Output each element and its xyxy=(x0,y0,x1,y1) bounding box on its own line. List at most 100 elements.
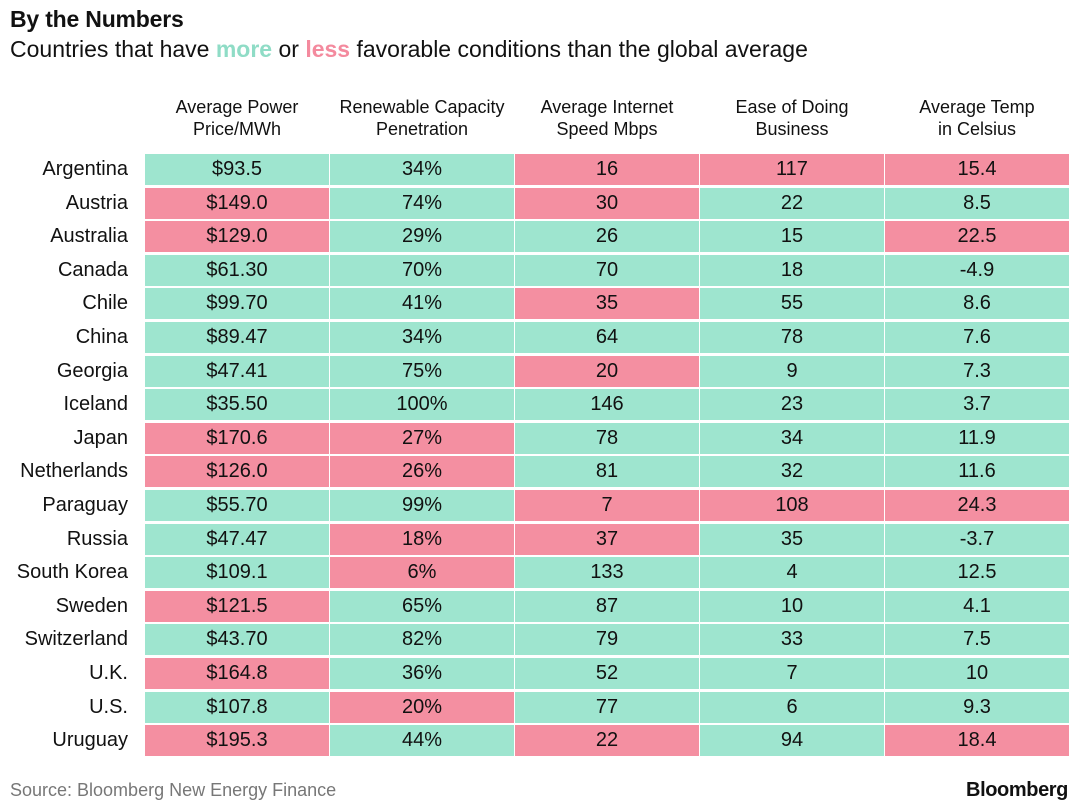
column-header: Ease of Doing Business xyxy=(700,96,884,142)
table-cell: 87 xyxy=(515,591,699,622)
table-cell: $195.3 xyxy=(145,725,329,756)
table-cell: 70% xyxy=(330,255,514,286)
row-label: South Korea xyxy=(16,561,128,583)
table-cell: $121.5 xyxy=(145,591,329,622)
row-label: U.K. xyxy=(89,662,128,684)
row-label: China xyxy=(75,326,128,348)
table-cell: 75% xyxy=(330,356,514,387)
table-cell: 26% xyxy=(330,456,514,487)
table-cell: 94 xyxy=(700,725,884,756)
table-cell: $93.5 xyxy=(145,154,329,185)
column-header-line: Average Temp xyxy=(919,97,1035,117)
row-label: U.S. xyxy=(89,696,128,718)
row-label: Switzerland xyxy=(24,628,128,650)
table-cell: 82% xyxy=(330,624,514,655)
table-cell: $164.8 xyxy=(145,658,329,689)
subtitle-less-keyword: less xyxy=(305,36,351,62)
row-label: Russia xyxy=(66,528,128,550)
column-header: Average Temp in Celsius xyxy=(885,96,1069,142)
row-label: Paraguay xyxy=(42,494,128,516)
table-cell: 52 xyxy=(515,658,699,689)
table-cell: 7 xyxy=(700,658,884,689)
row-label: Chile xyxy=(82,292,128,314)
table-cell: 99% xyxy=(330,490,514,521)
column-header: Average Power Price/MWh xyxy=(145,96,329,142)
table-cell: 37 xyxy=(515,524,699,555)
table-cell: 20 xyxy=(515,356,699,387)
table-cell: 11.9 xyxy=(885,423,1069,454)
row-label: Argentina xyxy=(42,158,128,180)
table-cell: 8.6 xyxy=(885,288,1069,319)
table-cell: 29% xyxy=(330,221,514,252)
table-cell: 44% xyxy=(330,725,514,756)
subtitle-prefix: Countries that have xyxy=(10,36,216,62)
table-cell: 36% xyxy=(330,658,514,689)
table-cell: 11.6 xyxy=(885,456,1069,487)
table-cell: 24.3 xyxy=(885,490,1069,521)
bloomberg-logo: Bloomberg xyxy=(966,779,1068,801)
table-cell: 23 xyxy=(700,389,884,420)
table-cell: 20% xyxy=(330,692,514,723)
table-cell: 6% xyxy=(330,557,514,588)
table-cell: 22 xyxy=(515,725,699,756)
table-cell: $55.70 xyxy=(145,490,329,521)
table-cell: 18.4 xyxy=(885,725,1069,756)
table-cell: 78 xyxy=(515,423,699,454)
table-cell: 108 xyxy=(700,490,884,521)
table-cell: 8.5 xyxy=(885,188,1069,219)
table-cell: 22 xyxy=(700,188,884,219)
table-cell: 32 xyxy=(700,456,884,487)
table-cell: 15.4 xyxy=(885,154,1069,185)
table-cell: $126.0 xyxy=(145,456,329,487)
row-label: Georgia xyxy=(56,360,128,382)
table-cell: $47.47 xyxy=(145,524,329,555)
row-label: Australia xyxy=(50,225,128,247)
table-cell: -4.9 xyxy=(885,255,1069,286)
table-cell: 34% xyxy=(330,322,514,353)
table-cell: 7.6 xyxy=(885,322,1069,353)
column-header-line: Renewable Capacity xyxy=(339,97,505,117)
row-label: Iceland xyxy=(63,393,129,415)
table-cell: -3.7 xyxy=(885,524,1069,555)
row-label: Canada xyxy=(57,259,128,281)
chart-subtitle: Countries that have more or less favorab… xyxy=(10,36,808,63)
table-cell: 74% xyxy=(330,188,514,219)
source-note: Source: Bloomberg New Energy Finance xyxy=(10,780,337,800)
table-cell: 7.3 xyxy=(885,356,1069,387)
table-cell: 64 xyxy=(515,322,699,353)
row-label: Sweden xyxy=(55,595,128,617)
table-cell: $99.70 xyxy=(145,288,329,319)
table-cell: 15 xyxy=(700,221,884,252)
table-cell: 34% xyxy=(330,154,514,185)
row-label: Japan xyxy=(73,427,129,449)
table-cell: $47.41 xyxy=(145,356,329,387)
column-header: Renewable Capacity Penetration xyxy=(330,96,514,142)
row-label: Uruguay xyxy=(52,729,128,751)
column-header-line: Average Power xyxy=(175,97,299,117)
table-cell: 22.5 xyxy=(885,221,1069,252)
table-cell: 10 xyxy=(700,591,884,622)
chart-title: By the Numbers xyxy=(10,6,184,32)
column-header-line: Average Internet xyxy=(540,97,674,117)
row-label: Austria xyxy=(65,192,128,214)
subtitle-suffix: favorable conditions than the global ave… xyxy=(350,36,808,62)
column-header-line: Speed Mbps xyxy=(556,119,658,139)
table-cell: 77 xyxy=(515,692,699,723)
table-cell: 12.5 xyxy=(885,557,1069,588)
table-cell: $61.30 xyxy=(145,255,329,286)
table-cell: 26 xyxy=(515,221,699,252)
column-header: Average Internet Speed Mbps xyxy=(515,96,699,142)
table-cell: $89.47 xyxy=(145,322,329,353)
column-header-line: Business xyxy=(755,119,829,139)
table-cell: $43.70 xyxy=(145,624,329,655)
table-cell: 3.7 xyxy=(885,389,1069,420)
table-cell: $107.8 xyxy=(145,692,329,723)
table-cell: 35 xyxy=(700,524,884,555)
table-cell: 7.5 xyxy=(885,624,1069,655)
column-header-line: in Celsius xyxy=(937,119,1017,139)
table-cell: 10 xyxy=(885,658,1069,689)
table-cell: 6 xyxy=(700,692,884,723)
column-header-line: Ease of Doing xyxy=(735,97,849,117)
table-cell: 18 xyxy=(700,255,884,286)
